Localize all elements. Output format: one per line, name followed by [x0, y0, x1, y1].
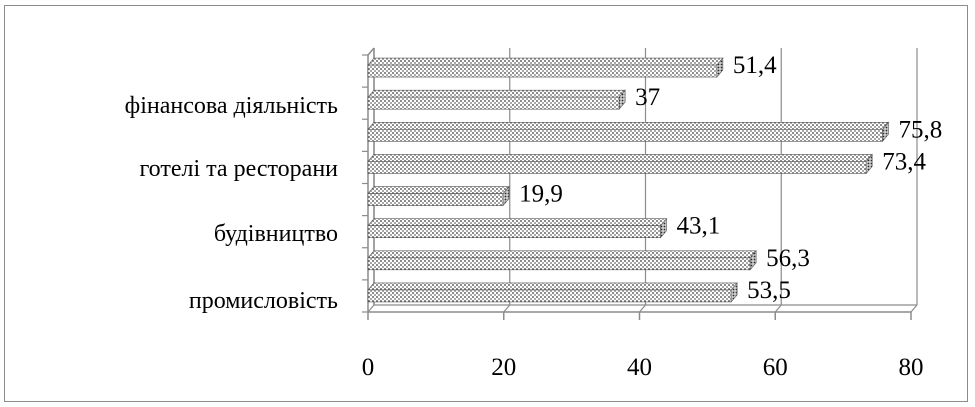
bar-end-face [618, 89, 626, 110]
bar-top-face [367, 186, 510, 194]
bar [367, 225, 661, 238]
bar-end-face [730, 282, 738, 303]
wall-top-edge [367, 47, 375, 56]
bar-end-face [660, 217, 667, 239]
x-tick-label: 20 [491, 354, 516, 381]
bar [367, 161, 867, 174]
bar-top-face [367, 89, 626, 98]
bar [367, 289, 732, 303]
bar [367, 193, 504, 206]
bar-top-face [367, 218, 668, 226]
data-label: 37 [635, 84, 660, 111]
category-label: промисловість [189, 288, 338, 314]
bar-top-face [367, 154, 873, 162]
bar [367, 257, 751, 271]
bar-top-face [367, 122, 890, 130]
category-label: будівництво [214, 221, 338, 247]
data-label: 51,4 [733, 52, 777, 79]
data-label: 53,5 [747, 277, 791, 304]
bar-end-face [716, 57, 724, 78]
data-label: 73,4 [882, 148, 926, 175]
floor-gridline [910, 304, 918, 313]
x-tick-label: 40 [627, 354, 652, 381]
floor-gridline [367, 304, 375, 313]
bar-end-face [865, 153, 873, 175]
bar-end-face [502, 185, 510, 207]
bar-top-face [367, 282, 738, 291]
x-tick-label: 60 [763, 354, 788, 381]
bar-end-face [749, 250, 757, 271]
category-labels: фінансова діяльність готелі та ресторани б… [125, 93, 338, 314]
floor-gridline [503, 304, 511, 313]
data-label: 56,3 [766, 245, 810, 272]
data-label: 75,8 [898, 116, 942, 143]
data-label: 19,9 [519, 181, 563, 208]
data-label: 43,1 [677, 213, 721, 240]
bar-top-face [367, 250, 757, 259]
x-tick-label: 0 [362, 354, 375, 381]
bar [367, 129, 883, 142]
category-label: фінансова діяльність [125, 93, 338, 119]
floor-gridline [774, 304, 782, 313]
bar [367, 64, 718, 78]
bar-top-face [367, 57, 724, 66]
bar [367, 96, 620, 110]
category-label: готелі та ресторани [139, 156, 338, 182]
x-axis-ticks: 0 20 40 60 80 [362, 312, 924, 381]
x-tick-label: 80 [899, 354, 924, 381]
bar-end-face [882, 121, 889, 143]
floor-gridline [639, 304, 646, 313]
bars: 53,5 56,3 43,1 19,9 73,4 75,8 37 51,4 [367, 52, 942, 304]
